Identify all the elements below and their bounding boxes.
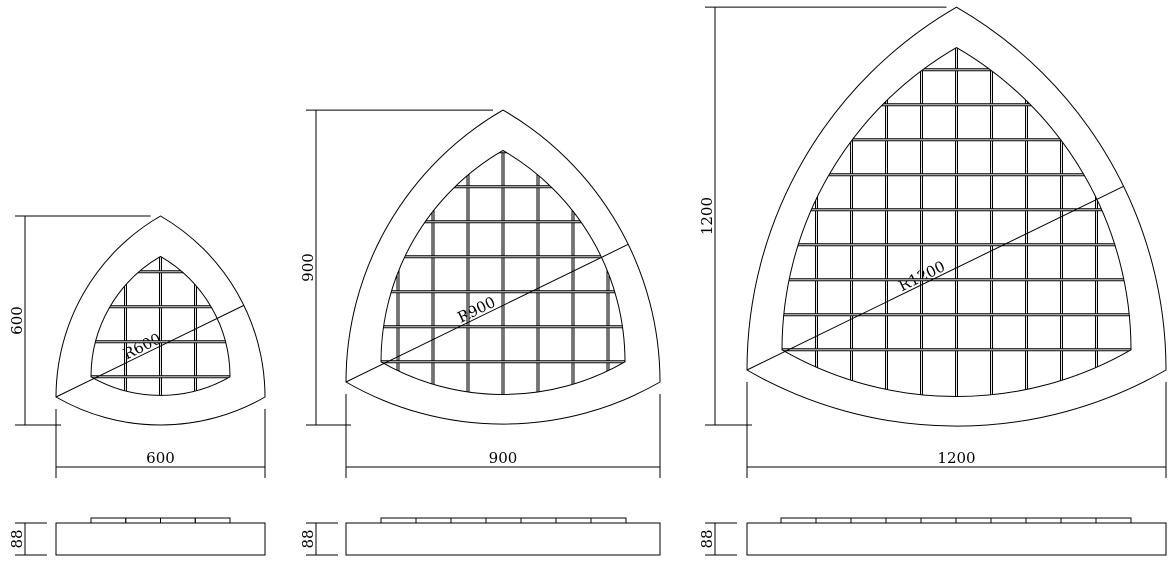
side-view-mesh-segment bbox=[780, 517, 817, 524]
radius-label: R900 bbox=[455, 293, 499, 327]
width-dimension-label: 900 bbox=[489, 449, 518, 467]
thickness-dimension-label: 88 bbox=[299, 529, 317, 548]
radius-line bbox=[345, 243, 629, 383]
figure-1200: 1200 1200 R1200 88 bbox=[698, 6, 1167, 556]
side-view-mesh-segment bbox=[815, 517, 852, 524]
outer-frame-outline bbox=[746, 6, 1167, 427]
height-dimension-label: 1200 bbox=[698, 197, 716, 235]
side-view-mesh-segment bbox=[125, 517, 161, 524]
side-view-mesh-segment bbox=[850, 517, 887, 524]
figure-900: 900 900 R900 88 bbox=[299, 109, 661, 556]
side-view-mesh-segment bbox=[590, 517, 627, 524]
mesh-grid bbox=[381, 150, 625, 395]
height-dimension-label: 900 bbox=[299, 253, 317, 282]
side-view-base bbox=[345, 522, 661, 556]
radius-line bbox=[55, 304, 245, 398]
side-view-mesh-segment bbox=[194, 517, 231, 524]
thickness-dimension-label: 88 bbox=[698, 529, 716, 548]
outer-frame-outline bbox=[345, 109, 661, 425]
width-dimension-label: 600 bbox=[146, 449, 175, 467]
inner-opening-outline bbox=[380, 149, 626, 395]
side-view-mesh-segment bbox=[955, 517, 992, 524]
side-view-mesh-segment bbox=[920, 517, 957, 524]
inner-opening-outline bbox=[781, 46, 1132, 398]
inner-opening-outline bbox=[90, 255, 231, 396]
side-view-mesh-segment bbox=[485, 517, 522, 524]
side-view-mesh-segment bbox=[90, 517, 127, 524]
side-view-mesh-segment bbox=[990, 517, 1027, 524]
side-view-mesh-segment bbox=[885, 517, 922, 524]
mesh-grid bbox=[91, 256, 230, 396]
side-view-mesh-segment bbox=[520, 517, 557, 524]
side-view-mesh-segment bbox=[415, 517, 452, 524]
width-dimension-label: 1200 bbox=[937, 449, 975, 467]
side-view-base bbox=[746, 522, 1167, 556]
side-view-mesh-segment bbox=[555, 517, 592, 524]
side-view-mesh-segment bbox=[1060, 517, 1097, 524]
side-view-mesh-segment bbox=[1095, 517, 1132, 524]
outer-frame-outline bbox=[55, 215, 266, 426]
side-view-mesh-segment bbox=[450, 517, 487, 524]
figure-600: 600 600 R600 88 bbox=[8, 215, 266, 556]
side-view-base bbox=[55, 522, 266, 556]
side-view-mesh-segment bbox=[1025, 517, 1062, 524]
height-dimension-label: 600 bbox=[8, 306, 26, 335]
thickness-dimension-label: 88 bbox=[8, 529, 26, 548]
side-view-mesh-segment bbox=[160, 517, 196, 524]
radius-line bbox=[746, 185, 1124, 371]
mesh-grid bbox=[782, 47, 1131, 397]
side-view-mesh-segment bbox=[380, 517, 417, 524]
